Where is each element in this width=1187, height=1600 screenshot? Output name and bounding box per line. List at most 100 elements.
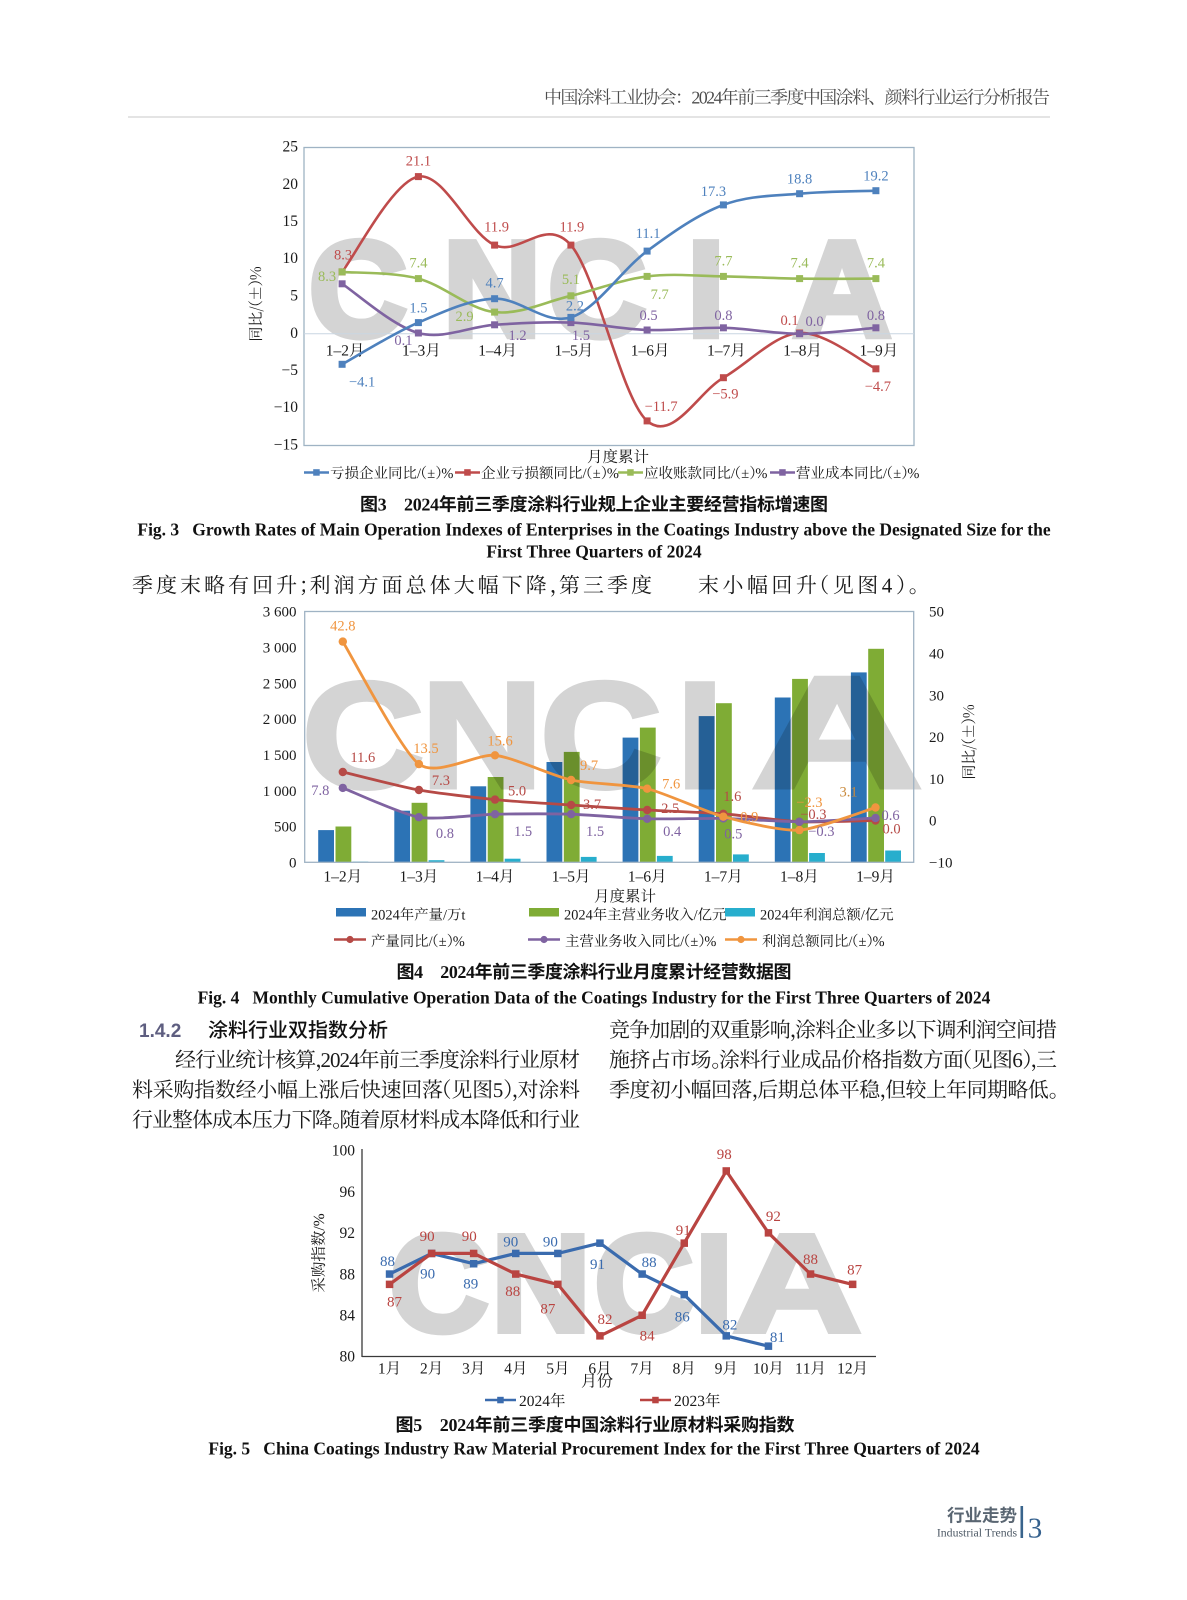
svg-text:50: 50 (929, 605, 944, 621)
svg-text:0.8: 0.8 (714, 308, 732, 324)
svg-text:100: 100 (332, 1143, 356, 1160)
svg-text:10: 10 (929, 772, 944, 788)
svg-text:3.7: 3.7 (583, 797, 601, 813)
svg-text:7.8: 7.8 (311, 783, 329, 799)
svg-text:−4.1: −4.1 (349, 374, 375, 390)
svg-text:21.1: 21.1 (406, 154, 431, 170)
svg-text:7.4: 7.4 (867, 256, 886, 272)
svg-text:3 000: 3 000 (263, 641, 297, 657)
svg-text:C: C (389, 1207, 489, 1361)
svg-text:84: 84 (340, 1308, 356, 1325)
svg-text:87: 87 (387, 1294, 403, 1310)
svg-text:A: A (733, 1206, 861, 1360)
svg-text:98: 98 (717, 1147, 732, 1163)
svg-text:7.3: 7.3 (432, 773, 450, 789)
svg-text:−10: −10 (929, 856, 952, 872)
svg-text:88: 88 (340, 1266, 356, 1283)
svg-text:91: 91 (590, 1257, 605, 1273)
svg-text:1.5: 1.5 (586, 824, 604, 840)
svg-text:0.8: 0.8 (867, 308, 885, 324)
svg-text:82: 82 (722, 1317, 737, 1333)
svg-text:7.4: 7.4 (409, 256, 428, 272)
svg-text:30: 30 (929, 688, 944, 704)
svg-text:3.1: 3.1 (839, 785, 857, 801)
svg-text:11.6: 11.6 (350, 750, 375, 766)
svg-text:5.0: 5.0 (508, 784, 526, 800)
svg-text:88: 88 (803, 1252, 818, 1268)
svg-text:90: 90 (543, 1234, 558, 1250)
svg-text:15: 15 (283, 213, 299, 230)
svg-text:I: I (695, 1207, 733, 1361)
svg-text:90: 90 (462, 1229, 477, 1245)
svg-text:−5.9: −5.9 (712, 387, 738, 403)
svg-text:25: 25 (283, 139, 299, 156)
svg-text:1 500: 1 500 (263, 748, 297, 764)
svg-text:0: 0 (289, 856, 297, 872)
svg-text:88: 88 (505, 1284, 520, 1300)
svg-text:17.3: 17.3 (701, 184, 726, 200)
svg-text:C: C (309, 213, 407, 365)
svg-text:−15: −15 (274, 437, 298, 454)
svg-text:0.6: 0.6 (881, 808, 899, 824)
svg-text:88: 88 (380, 1254, 395, 1270)
svg-text:96: 96 (340, 1184, 356, 1201)
svg-text:1.5: 1.5 (409, 301, 427, 317)
svg-text:1.5: 1.5 (572, 328, 590, 344)
svg-text:11.1: 11.1 (636, 226, 661, 242)
svg-text:2.2: 2.2 (566, 298, 584, 314)
svg-text:Fig. 5 China Coatings Indust: Fig. 5 China Coatings Industry Raw Mater… (208, 1439, 979, 1459)
svg-text:I: I (687, 213, 725, 365)
svg-text:−4.7: −4.7 (865, 379, 891, 395)
svg-text:2.9: 2.9 (456, 309, 474, 325)
svg-text:89: 89 (463, 1277, 478, 1293)
svg-text:0.1: 0.1 (394, 333, 412, 349)
svg-text:2 500: 2 500 (263, 676, 297, 692)
svg-text:5.1: 5.1 (562, 272, 580, 288)
svg-text:Industrial Trends: Industrial Trends (937, 1526, 1018, 1540)
svg-text:0.1: 0.1 (781, 313, 799, 329)
svg-text:9.7: 9.7 (580, 758, 598, 774)
svg-text:13.5: 13.5 (413, 741, 438, 757)
svg-text:1.6: 1.6 (723, 789, 741, 805)
svg-text:Fig. 4 Monthly Cumulative Op: Fig. 4 Monthly Cumulative Operation Data… (198, 988, 991, 1008)
svg-text:1.4.2: 1.4.2 (139, 1021, 181, 1042)
svg-text:20: 20 (929, 730, 944, 746)
svg-text:92: 92 (340, 1225, 356, 1242)
svg-text:0: 0 (929, 814, 937, 830)
svg-text:0.4: 0.4 (663, 824, 682, 840)
svg-text:90: 90 (420, 1266, 435, 1282)
svg-text:N: N (443, 213, 541, 365)
svg-text:3 600: 3 600 (263, 605, 297, 621)
svg-text:2 000: 2 000 (263, 712, 297, 728)
svg-text:C: C (540, 651, 661, 819)
svg-text:1.2: 1.2 (509, 328, 527, 344)
svg-text:A: A (751, 644, 922, 821)
svg-text:80: 80 (340, 1349, 356, 1366)
svg-text:0.8: 0.8 (436, 826, 454, 842)
svg-text:4.7: 4.7 (486, 275, 504, 291)
svg-text:88: 88 (642, 1255, 657, 1271)
svg-text:0.0: 0.0 (882, 822, 900, 838)
svg-text:19.2: 19.2 (863, 169, 888, 185)
svg-text:0.5: 0.5 (724, 826, 742, 842)
svg-text:7.7: 7.7 (651, 287, 669, 303)
svg-text:0: 0 (290, 325, 298, 342)
svg-text:7.6: 7.6 (662, 777, 680, 793)
svg-text:500: 500 (274, 820, 297, 836)
svg-text:−11.7: −11.7 (645, 399, 678, 415)
svg-text:0.9: 0.9 (740, 810, 758, 826)
svg-text:10: 10 (283, 250, 299, 267)
svg-text:20: 20 (283, 176, 299, 193)
svg-text:18.8: 18.8 (787, 172, 812, 188)
svg-text:0.5: 0.5 (640, 308, 658, 324)
svg-text:8.3: 8.3 (334, 247, 352, 263)
svg-text:−0.3: −0.3 (808, 824, 834, 840)
svg-text:1.5: 1.5 (514, 824, 532, 840)
svg-text:15.6: 15.6 (487, 733, 512, 749)
svg-text:−0.3: −0.3 (800, 807, 826, 823)
svg-text:7.4: 7.4 (791, 256, 810, 272)
svg-text:86: 86 (675, 1310, 691, 1326)
svg-text:1 000: 1 000 (263, 784, 297, 800)
svg-text:87: 87 (540, 1301, 556, 1317)
svg-text:91: 91 (676, 1223, 691, 1239)
